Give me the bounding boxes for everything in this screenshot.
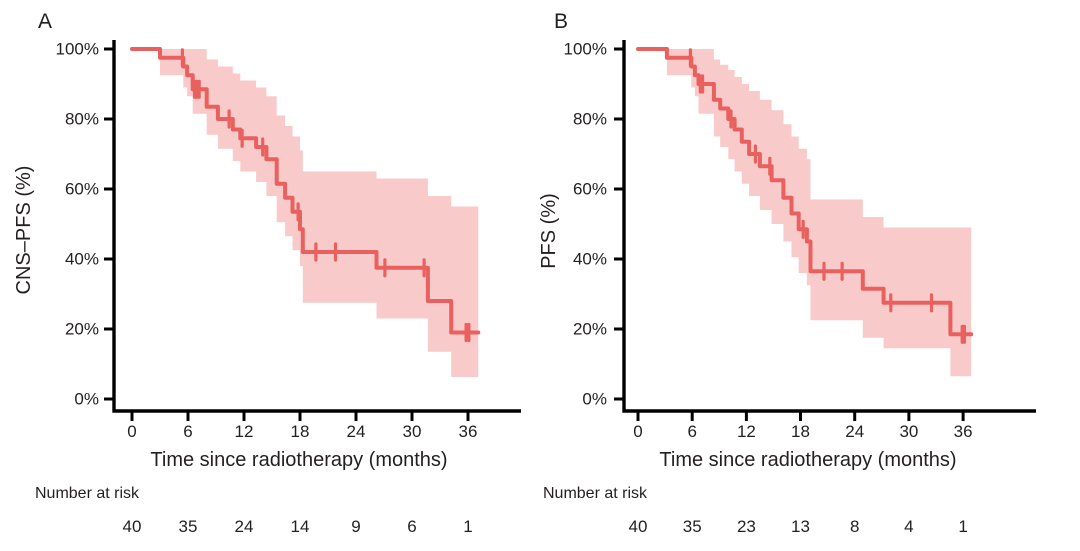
y-tick-label-a: 40%: [65, 250, 99, 269]
risk-count-b: 35: [683, 517, 702, 536]
y-tick-label-b: 80%: [573, 110, 607, 129]
x-tick-label-b: 30: [899, 422, 918, 441]
y-tick-label-b: 100%: [564, 40, 607, 59]
y-axis-title-a: CNS–PFS (%): [13, 165, 35, 295]
x-tick-label-a: 6: [183, 422, 192, 441]
risk-count-b: 1: [958, 517, 967, 536]
y-tick-label-a: 60%: [65, 180, 99, 199]
y-tick-label-b: 60%: [573, 180, 607, 199]
risk-count-a: 6: [407, 517, 416, 536]
y-tick-label-a: 20%: [65, 320, 99, 339]
number-at-risk-label-a: Number at risk: [35, 485, 140, 502]
x-tick-label-b: 24: [845, 422, 864, 441]
risk-count-a: 9: [351, 517, 360, 536]
x-tick-label-a: 12: [235, 422, 254, 441]
x-tick-label-b: 36: [954, 422, 973, 441]
x-tick-label-b: 18: [791, 422, 810, 441]
panel-label-a: A: [38, 10, 53, 33]
risk-count-a: 24: [235, 517, 254, 536]
number-at-risk-label-b: Number at risk: [543, 485, 648, 502]
risk-count-b: 4: [904, 517, 913, 536]
x-tick-label-b: 12: [737, 422, 756, 441]
y-tick-label-a: 100%: [56, 40, 99, 59]
panel-label-b: B: [554, 10, 569, 33]
x-tick-label-a: 0: [127, 422, 136, 441]
axes-b: [622, 40, 1036, 413]
x-tick-label-a: 18: [291, 422, 310, 441]
x-tick-label-b: 6: [687, 422, 696, 441]
risk-count-a: 1: [463, 517, 472, 536]
x-axis-title-a: Time since radiotherapy (months): [150, 449, 448, 471]
risk-count-b: 40: [629, 517, 648, 536]
y-tick-label-b: 0%: [582, 390, 607, 409]
y-axis-title-b: PFS (%): [538, 193, 560, 269]
x-tick-label-b: 0: [633, 422, 642, 441]
x-tick-label-a: 36: [459, 422, 478, 441]
y-tick-label-a: 0%: [74, 390, 99, 409]
axes-a: [112, 40, 521, 413]
risk-count-b: 8: [850, 517, 859, 536]
y-tick-label-b: 40%: [573, 250, 607, 269]
x-tick-label-a: 30: [403, 422, 422, 441]
risk-count-b: 13: [791, 517, 810, 536]
x-tick-label-a: 24: [347, 422, 366, 441]
risk-count-a: 40: [123, 517, 142, 536]
y-tick-label-a: 80%: [65, 110, 99, 129]
risk-count-a: 35: [179, 517, 198, 536]
y-tick-label-b: 20%: [573, 320, 607, 339]
x-axis-title-b: Time since radiotherapy (months): [659, 449, 957, 471]
risk-count-a: 14: [291, 517, 310, 536]
risk-count-b: 23: [737, 517, 756, 536]
